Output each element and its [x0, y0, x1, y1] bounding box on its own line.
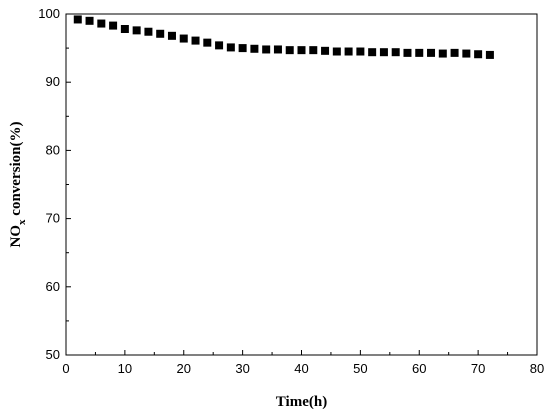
data-markers [73, 15, 494, 59]
x-tick-label: 0 [62, 361, 69, 376]
data-point [309, 46, 318, 55]
x-tick-label: 80 [530, 361, 544, 376]
data-point [356, 47, 365, 56]
data-point [450, 48, 459, 57]
data-point [85, 16, 94, 25]
data-point [462, 49, 471, 58]
y-axis-title-subscript: x [16, 219, 28, 225]
data-point [297, 46, 306, 55]
y-tick-label: 50 [46, 347, 60, 362]
x-tick-label: 40 [294, 361, 308, 376]
y-axis-title-main: NO [8, 225, 24, 248]
data-point [344, 47, 353, 56]
data-point [474, 50, 483, 59]
plot-area-frame [65, 13, 538, 356]
y-tick-label: 100 [38, 6, 60, 21]
y-axis-title: NOx conversion(%) [8, 122, 28, 248]
data-point [250, 44, 259, 53]
x-tick-label: 20 [177, 361, 191, 376]
data-point [191, 36, 200, 45]
data-point [120, 25, 129, 34]
data-point [368, 48, 377, 57]
y-tick-label: 60 [46, 279, 60, 294]
data-point [156, 29, 165, 38]
x-tick-label: 50 [353, 361, 367, 376]
data-point [109, 21, 118, 30]
x-axis-title: Time(h) [276, 394, 327, 410]
data-point [403, 48, 412, 57]
x-tick-label: 60 [412, 361, 426, 376]
data-point [273, 45, 282, 54]
data-point [321, 46, 330, 55]
x-tick-label: 30 [235, 361, 249, 376]
data-point [203, 38, 212, 47]
data-point [332, 47, 341, 56]
x-tick-label: 10 [118, 361, 132, 376]
data-point [73, 15, 82, 24]
data-point [285, 46, 294, 55]
x-axis-ticks: 0 10 20 30 40 50 60 70 80 [62, 350, 544, 376]
data-point [215, 41, 224, 50]
data-point [262, 45, 271, 54]
data-point [132, 26, 141, 35]
x-tick-label: 70 [471, 361, 485, 376]
y-axis-title-rest: conversion(%) [8, 122, 24, 220]
data-point [167, 31, 176, 40]
y-tick-label: 90 [46, 74, 60, 89]
data-point [179, 34, 188, 43]
data-point [391, 48, 400, 57]
y-axis-ticks: 50 60 70 80 90 100 [38, 6, 71, 362]
data-point [379, 48, 388, 57]
data-point [427, 48, 436, 57]
y-tick-label: 70 [46, 211, 60, 226]
data-point [144, 27, 153, 36]
data-point [415, 48, 424, 57]
data-point [226, 43, 235, 52]
data-point [238, 44, 247, 53]
y-tick-label: 80 [46, 142, 60, 157]
data-point [97, 19, 106, 28]
data-point [485, 50, 494, 59]
data-point [438, 49, 447, 58]
